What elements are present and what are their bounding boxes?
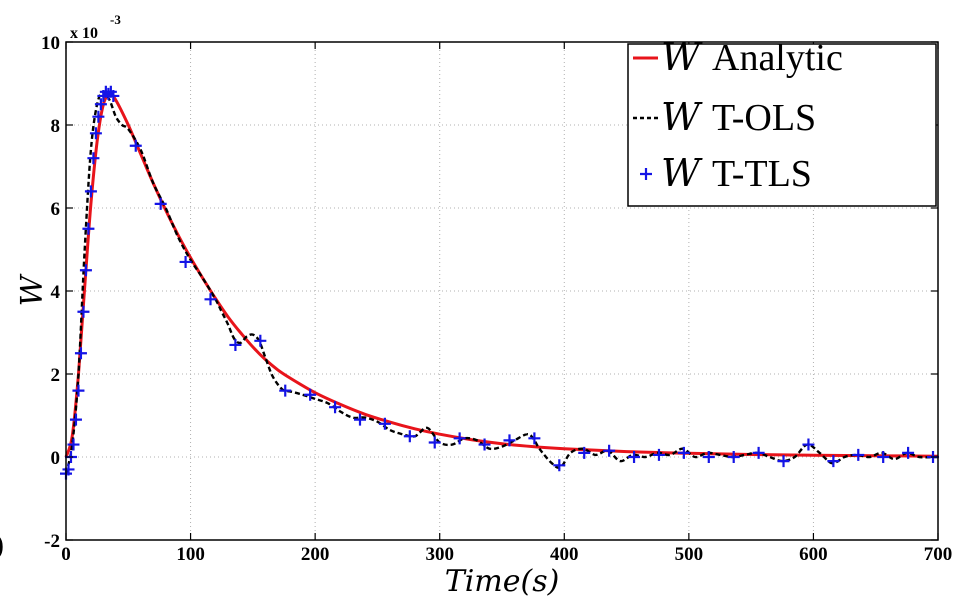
stray-glyph: ) [0, 528, 4, 562]
y-tick-label: 8 [51, 116, 61, 137]
data-point-t-tls [204, 293, 217, 306]
data-point-t-tls [77, 305, 90, 318]
data-point-t-tls [82, 222, 95, 235]
data-point-t-tls [553, 459, 566, 472]
data-point-t-tls [67, 438, 80, 451]
data-point-t-tls [752, 446, 765, 459]
x-tick-label: 0 [61, 544, 71, 565]
data-point-t-tls [453, 432, 466, 445]
data-point-t-tls [229, 338, 242, 351]
y-tick-label: 4 [51, 282, 61, 303]
data-point-t-tls [89, 127, 102, 140]
legend-box [627, 43, 937, 207]
data-point-t-tls [777, 455, 790, 468]
data-point-t-tls [94, 98, 107, 111]
data-point-t-tls [902, 446, 915, 459]
data-point-t-tls [84, 185, 97, 198]
data-point-t-tls [62, 463, 75, 476]
y-tick-label: 2 [51, 365, 61, 386]
data-point-t-tls [179, 255, 192, 268]
data-point-t-tls [827, 455, 840, 468]
y-multiplier-label: x 10 [70, 25, 98, 42]
data-point-t-tls [92, 110, 105, 123]
legend-symbol: W [661, 151, 703, 195]
data-point-t-tls [69, 413, 82, 426]
data-point-t-tls [378, 417, 391, 430]
legend-label: Analytic [712, 37, 843, 79]
data-point-t-tls [702, 451, 715, 463]
data-point-t-tls [503, 434, 516, 447]
data-point-t-tls [87, 152, 100, 165]
data-point-t-tls [802, 438, 815, 451]
data-point-t-tls [852, 448, 865, 461]
data-point-t-tls [129, 139, 142, 152]
x-tick-label: 300 [425, 544, 454, 565]
data-point-t-tls [478, 438, 491, 451]
x-tick-label: 600 [799, 544, 828, 565]
y-tick-label: -2 [44, 531, 60, 552]
data-point-t-tls [304, 388, 317, 401]
y-multiplier: x 10 -3 [70, 12, 121, 42]
data-point-t-tls [628, 451, 641, 463]
y-tick-label: 0 [51, 448, 61, 469]
x-tick-label: 200 [301, 544, 330, 565]
data-point-t-tls [652, 448, 665, 461]
legend-symbol: W [661, 95, 703, 139]
y-multiplier-exponent: -3 [110, 12, 121, 27]
y-tick-label: 10 [41, 33, 60, 54]
data-point-t-tls [727, 451, 740, 463]
x-tick-label: 500 [675, 544, 704, 565]
x-tick-label: 400 [550, 544, 579, 565]
data-point-t-tls [528, 432, 541, 445]
data-point-t-tls [603, 444, 616, 457]
data-point-t-tls [107, 89, 120, 102]
data-point-t-tls [677, 446, 690, 459]
data-point-t-tls [154, 197, 167, 210]
y-axis-label: W [15, 273, 50, 306]
legend-symbol: W [661, 35, 703, 79]
x-axis-label: Time(s) [445, 564, 560, 599]
legend-swatch-t-tls [640, 168, 652, 180]
y-tick-label: 6 [51, 199, 61, 220]
data-point-t-tls [353, 413, 366, 426]
legend-label: T-OLS [712, 97, 816, 139]
x-tick-label: 700 [924, 544, 953, 565]
data-point-t-tls [74, 347, 87, 360]
data-point-t-tls [578, 446, 591, 459]
data-point-t-tls [329, 401, 342, 414]
x-tick-label: 100 [176, 544, 205, 565]
data-point-t-tls [428, 436, 441, 449]
data-point-t-tls [254, 334, 267, 347]
data-point-t-tls [72, 384, 85, 397]
data-point-t-tls [279, 384, 292, 397]
data-point-t-tls [877, 451, 890, 463]
grid [66, 42, 938, 540]
legend-label: T-TLS [712, 153, 812, 195]
data-point-t-tls [79, 264, 92, 277]
data-point-t-tls [403, 430, 416, 443]
